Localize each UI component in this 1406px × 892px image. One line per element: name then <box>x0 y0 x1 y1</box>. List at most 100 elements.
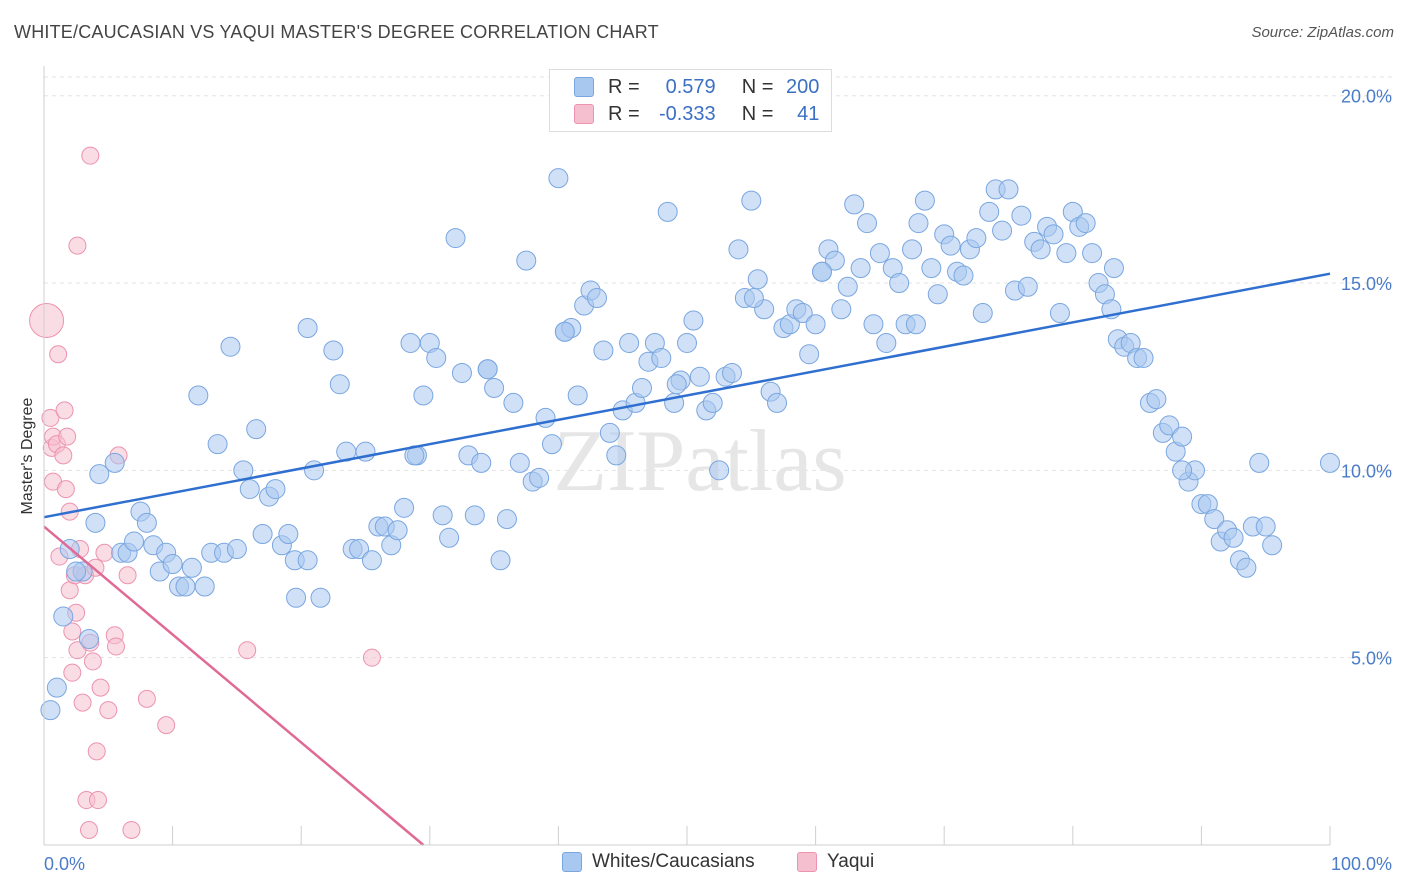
white-point <box>863 314 884 335</box>
yaqui-point <box>157 716 176 735</box>
legend-swatch-blue <box>574 77 594 97</box>
series-legend: Whites/Caucasians Yaqui <box>0 851 1406 877</box>
yaqui-point <box>107 637 126 656</box>
white-point <box>876 332 897 353</box>
white-point <box>908 213 929 234</box>
yaqui-point <box>63 663 82 682</box>
white-point <box>477 359 498 380</box>
white-point <box>484 377 505 398</box>
white-point <box>940 235 961 256</box>
white-point <box>1262 535 1283 556</box>
white-point <box>1103 258 1124 279</box>
white-point <box>432 505 453 526</box>
white-point <box>162 554 183 575</box>
white-point <box>966 228 987 249</box>
legend-r-label: R = <box>608 75 640 98</box>
white-point <box>471 452 492 473</box>
yaqui-point <box>238 641 257 660</box>
white-point <box>722 362 743 383</box>
white-point <box>394 497 415 518</box>
white-point <box>812 261 833 282</box>
white-point <box>496 509 517 530</box>
white-point <box>824 250 845 271</box>
white-point <box>1017 276 1038 297</box>
white-point <box>503 392 524 413</box>
white-point <box>702 392 723 413</box>
white-point <box>1030 239 1051 260</box>
yaqui-point <box>54 446 73 465</box>
white-point <box>265 479 286 500</box>
white-point <box>490 550 511 571</box>
white-point <box>998 179 1019 200</box>
white-point <box>66 561 87 582</box>
white-point <box>657 201 678 222</box>
white-point <box>400 332 421 353</box>
white-point <box>181 557 202 578</box>
yaqui-point <box>63 622 82 641</box>
white-point <box>850 258 871 279</box>
white-point <box>1223 527 1244 548</box>
white-point <box>869 243 890 264</box>
white-point <box>464 505 485 526</box>
legend-r-label: R = <box>608 102 640 125</box>
white-point <box>709 460 730 481</box>
white-point <box>297 550 318 571</box>
legend-n-value: 200 <box>786 75 820 98</box>
yaqui-point <box>58 427 77 446</box>
white-point <box>831 299 852 320</box>
white-point <box>226 539 247 560</box>
white-point <box>278 524 299 545</box>
white-point <box>252 524 273 545</box>
white-point <box>46 677 67 698</box>
source-label: Source: ZipAtlas.com <box>1251 24 1394 41</box>
yaqui-point <box>49 345 68 364</box>
white-point <box>188 385 209 406</box>
white-point <box>509 452 530 473</box>
white-point <box>927 284 948 305</box>
white-point <box>194 576 215 597</box>
yaqui-point <box>73 693 92 712</box>
legend-item-yaqui: Yaqui <box>797 851 874 873</box>
white-point <box>529 467 550 488</box>
white-point <box>677 332 697 353</box>
white-point <box>329 374 350 395</box>
white-point <box>1043 224 1064 245</box>
white-point <box>323 340 344 361</box>
x-tick-label-min: 0.0% <box>44 854 85 874</box>
white-point <box>972 303 993 324</box>
white-point <box>220 336 241 357</box>
legend-label-whites: Whites/Caucasians <box>592 851 755 872</box>
white-point <box>349 539 370 560</box>
yaqui-point <box>91 678 110 697</box>
yaqui-point <box>81 146 100 165</box>
yaqui-point <box>68 236 87 255</box>
white-point <box>286 587 307 608</box>
white-point <box>89 464 110 485</box>
white-point <box>844 194 865 215</box>
white-point <box>445 228 466 249</box>
yaqui-point <box>122 821 141 840</box>
white-point <box>921 258 942 279</box>
white-point <box>40 700 61 721</box>
white-point <box>124 531 145 552</box>
yaqui-point <box>83 652 102 671</box>
white-point <box>104 452 125 473</box>
white-point <box>914 190 935 211</box>
white-point <box>387 520 408 541</box>
white-point <box>593 340 614 361</box>
legend-r-value: -0.333 <box>658 102 716 125</box>
chart-title: WHITE/CAUCASIAN VS YAQUI MASTER'S DEGREE… <box>14 22 659 42</box>
watermark: ZIPatlas <box>553 413 846 510</box>
white-point <box>554 321 575 342</box>
white-point <box>792 303 813 324</box>
yaqui-point <box>362 648 381 667</box>
legend-swatch-pink <box>797 852 817 872</box>
white-point <box>1056 243 1077 264</box>
white-point <box>666 374 687 395</box>
white-point <box>606 445 627 466</box>
white-point <box>53 606 74 627</box>
white-point <box>239 479 260 500</box>
white-point <box>1075 213 1096 234</box>
y-tick-label: 20.0% <box>1341 87 1392 107</box>
legend-label-yaqui: Yaqui <box>827 851 875 872</box>
